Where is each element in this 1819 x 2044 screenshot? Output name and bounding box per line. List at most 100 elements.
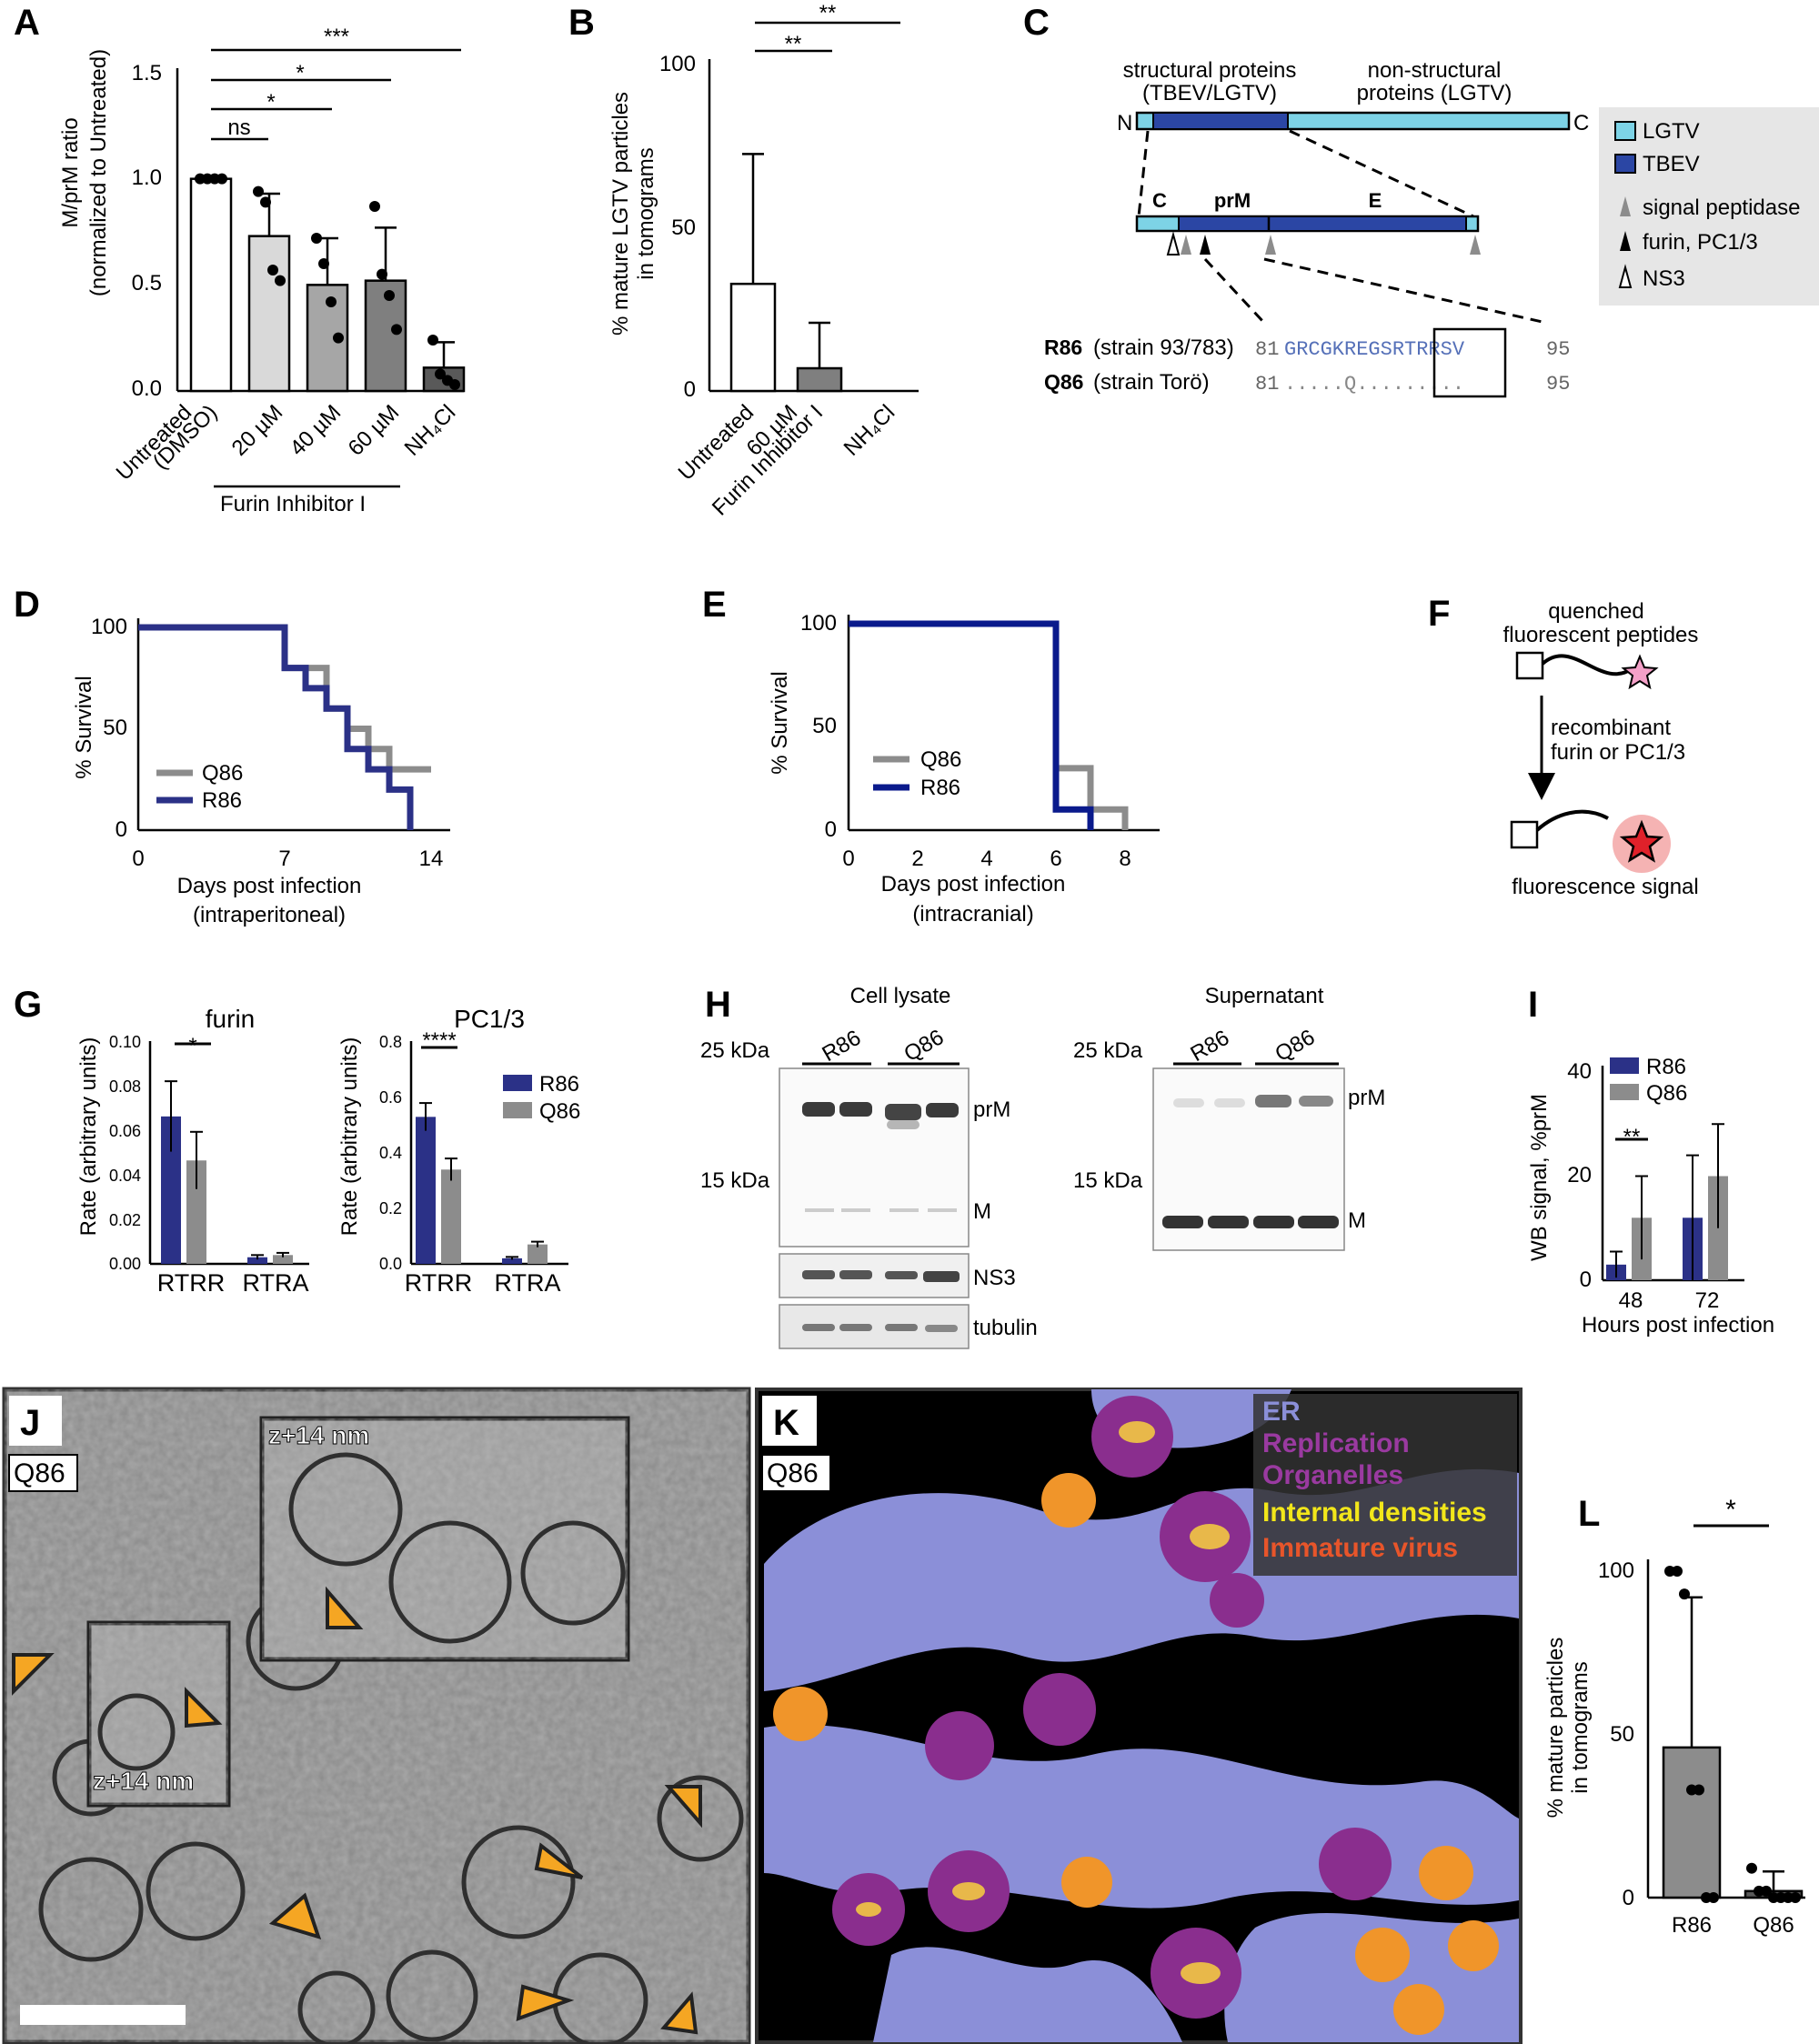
band-ns3 xyxy=(839,1270,872,1279)
seq-r86-start: 81 xyxy=(1255,338,1279,361)
panel-a-sig-star: * xyxy=(296,61,304,85)
zoom-dash-left xyxy=(1137,130,1150,217)
panel-l-xcat: R86 xyxy=(1672,1913,1712,1938)
panel-i-sig: ** xyxy=(1623,1125,1641,1149)
bar xyxy=(273,1255,293,1264)
lane-label-q86: Q86 xyxy=(900,1025,949,1067)
internal-densities xyxy=(856,1421,1230,1984)
panel-l-bars xyxy=(1662,1566,1804,1903)
legend-immature-virus: Immature virus xyxy=(1262,1533,1458,1563)
panel-g-furin-sig: * xyxy=(188,1034,196,1058)
band-m-faint xyxy=(805,1208,834,1212)
internal-density xyxy=(1190,1524,1230,1549)
panel-i-xtick: 48 xyxy=(1619,1288,1643,1313)
zoom-dash-seq-left xyxy=(1203,257,1266,325)
panel-a-group-label: Furin Inhibitor I xyxy=(220,492,366,516)
replication-organelle xyxy=(1023,1673,1096,1746)
panel-f-bottom-label: fluorescence signal xyxy=(1512,875,1698,899)
panel-i-legend-swatch-q86 xyxy=(1610,1084,1639,1100)
zoom-dash-right xyxy=(1289,129,1474,218)
legend-swatch-tbev xyxy=(1614,154,1636,174)
panel-a-xlabel: 40 µM xyxy=(286,400,347,461)
panel-e-curves xyxy=(849,620,1129,830)
panel-g-title-furin: furin xyxy=(206,1005,255,1033)
panel-a-xlabel: NH₄Cl xyxy=(400,400,461,461)
panel-i-legend-r86: R86 xyxy=(1646,1055,1686,1079)
data-point xyxy=(311,233,322,244)
scale-bar xyxy=(20,2005,186,2025)
panel-g-furin-xcat: RTRA xyxy=(242,1269,308,1297)
segment-e-label: E xyxy=(1369,189,1382,212)
panel-d-curves xyxy=(138,624,431,830)
panel-k: ER Replication Organelles Internal densi… xyxy=(755,1388,1523,2044)
panel-l-ylabel2: in tomograms xyxy=(1568,1661,1593,1793)
legend-label-lgtv: LGTV xyxy=(1643,119,1700,144)
legend-er: ER xyxy=(1262,1397,1301,1427)
data-point xyxy=(427,335,438,346)
band-prm-faint xyxy=(1214,1098,1245,1107)
panel-g-furin-ytick: 0.08 xyxy=(109,1077,141,1096)
segment-c-label: C xyxy=(1152,189,1167,212)
immature-virus xyxy=(1355,1928,1410,1982)
virus-particle xyxy=(288,1452,403,1567)
panel-g-pc13-xcat: RTRA xyxy=(494,1269,560,1297)
immature-virus xyxy=(1041,1473,1096,1528)
virus-particle xyxy=(388,1520,512,1644)
bar xyxy=(186,1160,206,1264)
panel-i-ytick: 20 xyxy=(1567,1163,1592,1187)
panel-b-sig-star: ** xyxy=(819,1,837,25)
panel-g-pc13-ytick: 0.2 xyxy=(379,1199,402,1217)
panel-d-ylabel: % Survival xyxy=(72,676,96,778)
panel-b-xlabel: NH₄Cl xyxy=(839,400,900,461)
data-point xyxy=(318,258,329,269)
polyprotein-tbev-region xyxy=(1152,112,1289,130)
lysate-blot xyxy=(779,1067,970,1247)
panel-h-kda25-sup: 25 kDa xyxy=(1073,1038,1143,1063)
panel-letter-j: J xyxy=(20,1403,40,1443)
virus-particle xyxy=(297,1970,376,2044)
immature-viruses xyxy=(773,1473,1499,2035)
panel-g-pc13-ytick: 0.6 xyxy=(379,1088,402,1107)
panel-d-legend-q86: Q86 xyxy=(202,761,243,786)
panel-f: F quenched fluorescent peptides recombin… xyxy=(1428,594,1699,899)
panel-c-structural2: (TBEV/LGTV) xyxy=(1142,81,1277,105)
panel-e-ylabel: % Survival xyxy=(768,671,792,774)
panel-l-sig: * xyxy=(1725,1495,1736,1525)
panel-b-ytick: 0 xyxy=(684,377,696,402)
seq-q86-start: 81 xyxy=(1255,373,1279,396)
panel-e-legend-q86: Q86 xyxy=(920,747,961,772)
band-m xyxy=(1162,1216,1203,1228)
panel-j: z+14 nm z+14 nm J Q86 xyxy=(2,1387,751,2044)
legend-organelles: Organelles xyxy=(1262,1460,1403,1490)
panel-g-ylabel-furin: Rate (arbitrary units) xyxy=(76,1037,101,1237)
legend-replication: Replication xyxy=(1262,1428,1410,1458)
panel-d-xtick: 7 xyxy=(278,847,290,871)
band-label-m-sup: M xyxy=(1348,1208,1366,1233)
panel-g-furin-xcat: RTRR xyxy=(157,1269,226,1297)
panel-g-pc13-yticks: 0.8 0.6 0.4 0.2 0.0 xyxy=(379,1033,402,1273)
panel-d-legend-r86: R86 xyxy=(202,788,242,813)
lane-label-r86-sup: R86 xyxy=(1187,1026,1234,1067)
survival-curve-r86 xyxy=(138,624,414,830)
panel-a-xlabel: 20 µM xyxy=(227,400,288,461)
panel-e-ytick: 0 xyxy=(825,817,837,842)
panel-g-pc13-ytick: 0.0 xyxy=(379,1255,402,1273)
arrowhead-icon xyxy=(268,1892,322,1940)
signal-peptidase-site-icon xyxy=(1265,235,1276,255)
panel-a-xlabel: 60 µM xyxy=(344,400,405,461)
panel-b-ytick: 100 xyxy=(659,52,696,76)
panel-g-legend-r86: R86 xyxy=(539,1072,579,1097)
panel-g-furin-ytick: 0.10 xyxy=(109,1033,141,1051)
panel-a: A M/prM ratio (normalized to Untreated) … xyxy=(14,3,466,516)
band-prm-lower xyxy=(887,1120,920,1129)
bar xyxy=(1662,1746,1722,1899)
ns3-site-icon xyxy=(1166,231,1181,256)
panel-letter-b: B xyxy=(568,3,595,43)
legend-swatch-lgtv xyxy=(1614,121,1636,141)
panel-e-xlabel: Days post infection xyxy=(881,872,1066,897)
replication-organelle xyxy=(1319,1828,1392,1900)
data-point xyxy=(1761,1885,1772,1897)
virus-particle xyxy=(657,1775,744,1862)
band-ns3 xyxy=(802,1270,835,1279)
